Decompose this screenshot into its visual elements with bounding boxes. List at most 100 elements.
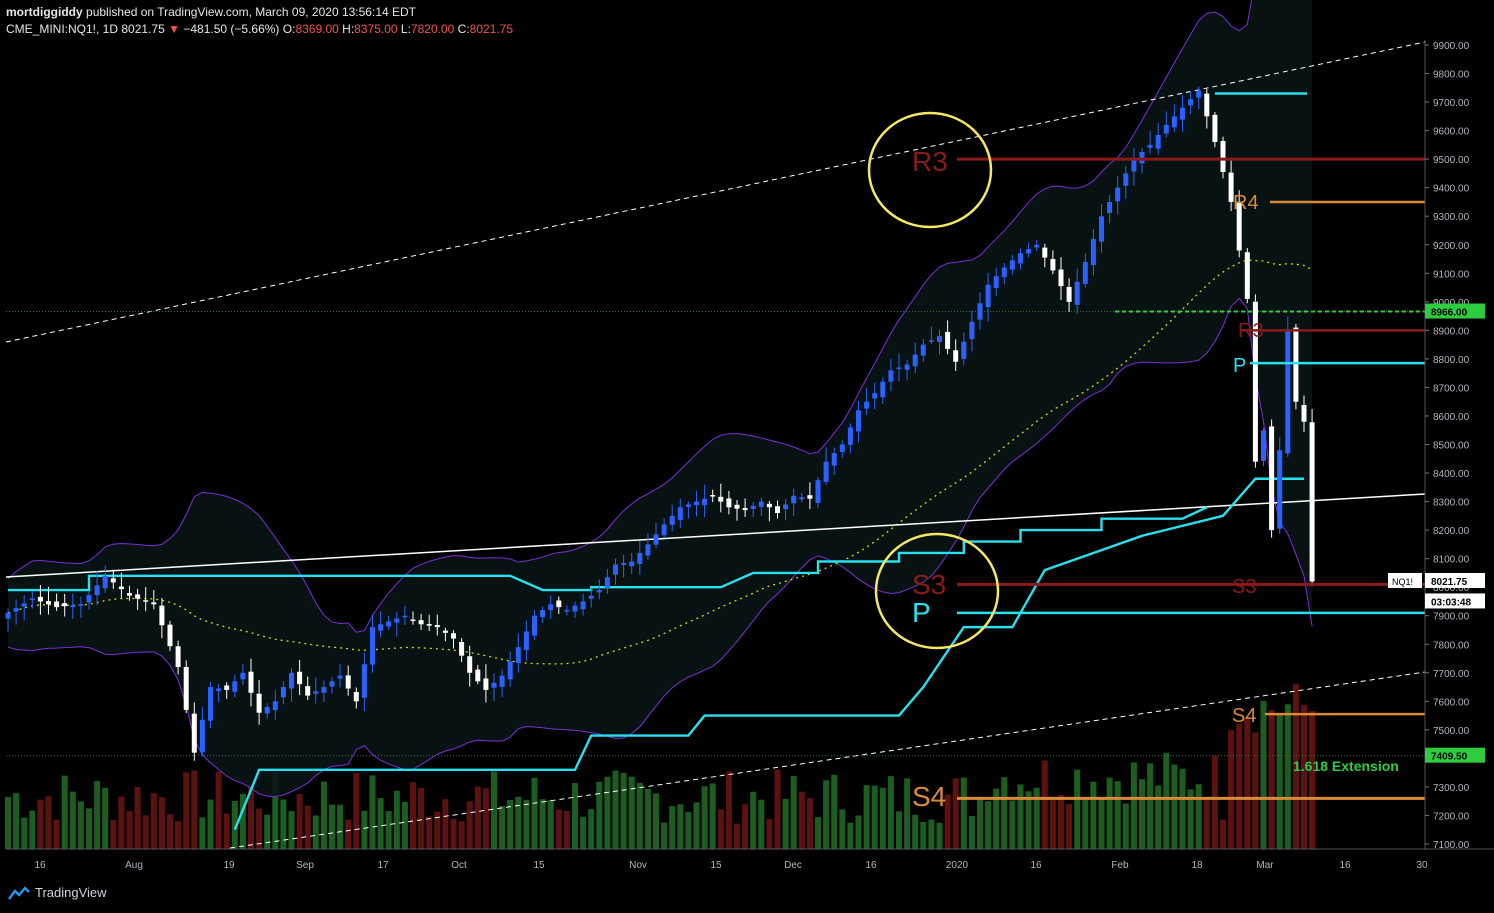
volume-bar xyxy=(401,801,408,849)
volume-bar xyxy=(693,802,700,849)
time-tick-label: 15 xyxy=(533,860,545,871)
volume-bar xyxy=(86,808,92,849)
volume-bar xyxy=(1139,779,1145,849)
candle-body xyxy=(1252,301,1258,462)
candle-body xyxy=(507,661,513,680)
tradingview-brand[interactable]: TradingView xyxy=(8,885,107,900)
price-tick-label: 9200.00 xyxy=(1433,241,1470,252)
candle-body xyxy=(410,619,416,622)
volume-bar xyxy=(69,791,76,849)
volume-bar xyxy=(61,775,68,849)
candle-body xyxy=(62,603,68,607)
candle-body xyxy=(94,585,100,596)
price-tick-label: 7200.00 xyxy=(1433,811,1470,822)
volume-bar xyxy=(669,806,676,849)
time-tick-label: 15 xyxy=(710,860,722,871)
candle-body xyxy=(1034,244,1040,248)
candle-body xyxy=(1131,159,1137,172)
candle-body xyxy=(1147,144,1153,148)
volume-bar xyxy=(53,819,60,849)
candle-body xyxy=(289,672,294,689)
volume-bar xyxy=(1195,784,1202,849)
price-tick-label: 9000.00 xyxy=(1433,298,1470,309)
volume-bar xyxy=(742,804,749,849)
candle-body xyxy=(1228,172,1234,202)
volume-bar xyxy=(887,776,894,849)
volume-bar xyxy=(628,776,635,849)
volume-bar xyxy=(944,794,951,849)
volume-bar xyxy=(644,788,651,849)
candle-body xyxy=(588,595,594,599)
candle-body xyxy=(167,624,173,647)
candle-body xyxy=(1163,124,1169,134)
volume-bar xyxy=(1098,798,1105,849)
candle-body xyxy=(208,687,213,721)
candle-body xyxy=(305,686,311,696)
price-tick-label: 7800.00 xyxy=(1433,640,1470,651)
candle-body xyxy=(856,410,861,432)
candle-body xyxy=(888,370,894,382)
candle-body xyxy=(1058,269,1064,287)
volume-bar xyxy=(385,811,392,849)
candle-body xyxy=(240,672,246,680)
candle-body xyxy=(613,564,618,575)
volume-bar xyxy=(345,819,352,849)
volume-bar xyxy=(1203,799,1210,849)
volume-bar xyxy=(717,809,724,849)
candle-body xyxy=(548,604,554,611)
volume-bar xyxy=(94,781,101,849)
volume-bar xyxy=(855,815,862,849)
price-tick-label: 9800.00 xyxy=(1433,70,1470,81)
candle-body xyxy=(1188,99,1194,106)
time-tick-label: 2020 xyxy=(946,860,969,871)
volume-bar xyxy=(515,796,522,849)
upper-channel-trendline xyxy=(5,41,1426,343)
volume-bar xyxy=(653,793,659,849)
price-tick-label: 7100.00 xyxy=(1433,840,1470,851)
volume-bar xyxy=(296,793,303,849)
price-tick-label: 8700.00 xyxy=(1433,383,1470,394)
volume-bar xyxy=(466,801,473,849)
candle-body xyxy=(256,693,262,713)
volume-bar xyxy=(1309,710,1316,849)
price-tick-label: 8800.00 xyxy=(1433,355,1470,366)
candle-body xyxy=(896,367,902,369)
price-tick-label: 9500.00 xyxy=(1433,155,1470,166)
volume-bar xyxy=(920,821,927,849)
candle-body xyxy=(1074,281,1080,305)
pivot-big-label: P xyxy=(912,597,931,628)
candle-body xyxy=(1001,267,1007,278)
candle-body xyxy=(580,601,586,610)
s3-big-label: S3 xyxy=(912,569,946,600)
candle-body xyxy=(378,624,384,631)
volume-bar xyxy=(758,799,765,849)
price-tick-label: 8500.00 xyxy=(1433,441,1470,452)
last-price-tag: 8021.75 xyxy=(1431,577,1468,588)
candle-body xyxy=(1212,114,1218,143)
volume-bar xyxy=(102,787,109,849)
price-tick-label: 8300.00 xyxy=(1433,498,1470,509)
volume-bar xyxy=(482,788,489,849)
symbol-label[interactable]: CME_MINI:NQ1!, 1D xyxy=(6,22,119,36)
volume-bar xyxy=(588,809,595,849)
candle-body xyxy=(280,687,286,698)
volume-bar xyxy=(531,777,538,849)
time-tick-label: Dec xyxy=(784,860,802,871)
time-tick-label: 16 xyxy=(34,860,46,871)
candle-body xyxy=(451,633,456,639)
volume-bar xyxy=(1252,732,1259,849)
volume-bar xyxy=(904,778,911,849)
volume-bar xyxy=(661,822,668,849)
time-tick-label: 19 xyxy=(223,860,235,871)
volume-bar xyxy=(1106,777,1113,849)
volume-bar xyxy=(1147,763,1154,849)
candle-body xyxy=(475,669,481,682)
author-name[interactable]: mortdiggiddy xyxy=(6,5,83,19)
candle-body xyxy=(556,600,562,608)
close-value: 8021.75 xyxy=(469,22,514,36)
volume-bar xyxy=(264,814,271,849)
candle-body xyxy=(337,675,343,679)
volume-bar xyxy=(790,776,797,849)
candle-body xyxy=(1261,430,1266,461)
